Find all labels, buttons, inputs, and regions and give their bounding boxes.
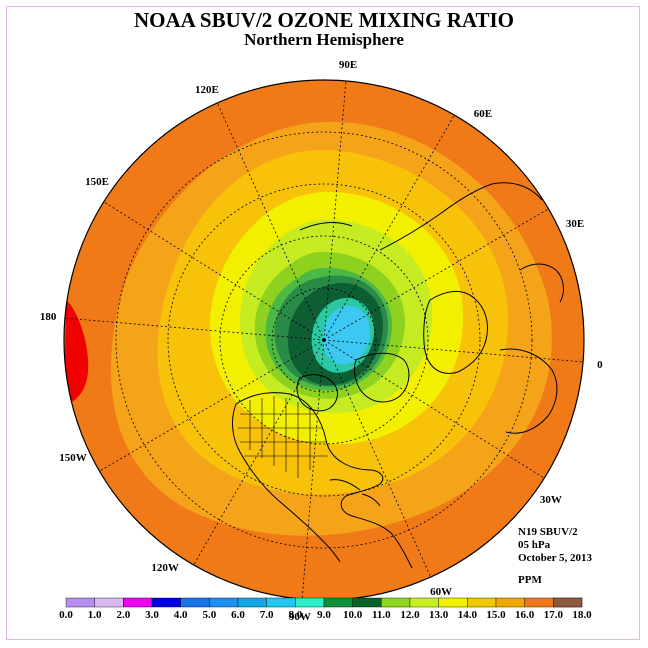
longitude-label: 150E <box>85 176 109 188</box>
colorbar-swatch <box>352 597 382 608</box>
pressure-level-label: 05 hPa <box>518 539 551 551</box>
map-subtitle: Northern Hemisphere <box>244 30 404 49</box>
colorbar-swatches <box>65 597 583 608</box>
africa-coast <box>499 348 558 434</box>
longitude-labels: 90E 60E 30E 0 30W 60W 90W 120W 150W 180 150E 120E <box>40 59 603 623</box>
colorbar-swatch <box>323 597 353 608</box>
longitude-label: 30E <box>566 218 584 230</box>
colorbar-swatch <box>151 597 181 608</box>
colorbar-tick-label: 4.0 <box>174 609 188 621</box>
longitude-label: 180 <box>40 311 57 323</box>
longitude-label: 90W <box>289 611 311 623</box>
colorbar-tick-label: 9.0 <box>317 609 331 621</box>
contour-red-patch <box>64 300 89 405</box>
longitude-label: 120E <box>195 84 219 96</box>
colorbar-tick-label: 14.0 <box>458 609 478 621</box>
longitude-label: 90E <box>339 59 357 71</box>
colorbar-tick-label: 2.0 <box>116 609 130 621</box>
colorbar-swatch <box>65 597 95 608</box>
hudson-bay-coast <box>296 374 338 412</box>
contour-cyan <box>322 306 370 365</box>
colorbar-tick-label: 12.0 <box>400 609 420 621</box>
colorbar-swatch <box>237 597 267 608</box>
colorbar-tick-label: 17.0 <box>544 609 564 621</box>
asia-coast <box>299 182 543 251</box>
longitude-label: 30W <box>540 494 562 506</box>
longitude-label: 150W <box>59 452 87 464</box>
north-america-coast <box>232 392 413 569</box>
date-label: October 5, 2013 <box>518 552 593 564</box>
colorbar-tick-label: 13.0 <box>429 609 449 621</box>
colorbar: 0.0 1.0 2.0 3.0 4.0 5.0 6.0 7.0 8.0 9.0 10.0 11.0 12… <box>59 597 592 621</box>
middle-east-coast <box>519 263 564 303</box>
us-state-borders <box>238 396 328 478</box>
colorbar-swatch <box>524 597 554 608</box>
longitude-label: 60E <box>474 108 492 120</box>
colorbar-swatch <box>381 597 411 608</box>
colorbar-tick-label: 0.0 <box>59 609 73 621</box>
colorbar-tick-label: 7.0 <box>260 609 274 621</box>
figure-frame <box>6 6 640 640</box>
colorbar-tick-label: 3.0 <box>145 609 159 621</box>
colorbar-tick-label: 10.0 <box>343 609 363 621</box>
greenland-coast <box>353 352 410 403</box>
europe-coast <box>423 291 488 374</box>
colorbar-swatch <box>295 597 325 608</box>
colorbar-tick-labels: 0.0 1.0 2.0 3.0 4.0 5.0 6.0 7.0 8.0 9.0 10.0 11.0 12… <box>59 609 592 621</box>
info-block: N19 SBUV/2 05 hPa October 5, 2013 <box>518 526 592 565</box>
colorbar-swatch <box>123 597 153 608</box>
colorbar-tick-label: 5.0 <box>202 609 216 621</box>
colorbar-swatch <box>94 597 124 608</box>
colorbar-swatch <box>495 597 525 608</box>
colorbar-tick-label: 16.0 <box>515 609 535 621</box>
colorbar-swatch <box>467 597 497 608</box>
colorbar-swatch <box>266 597 296 608</box>
longitude-label: 120W <box>151 562 179 574</box>
longitude-label: 0 <box>597 359 603 371</box>
colorbar-swatch <box>553 597 583 608</box>
longitude-label: 60W <box>430 586 452 598</box>
colorbar-tick-label: 18.0 <box>572 609 592 621</box>
colorbar-tick-label: 11.0 <box>372 609 391 621</box>
colorbar-swatch <box>180 597 210 608</box>
coastlines <box>232 182 564 569</box>
instrument-label: N19 SBUV/2 <box>518 526 578 538</box>
caribbean-coast <box>329 479 381 507</box>
graticule <box>64 80 584 600</box>
map-title: NOAA SBUV/2 OZONE MIXING RATIO <box>134 8 514 32</box>
colorbar-swatch <box>438 597 468 608</box>
colorbar-tick-label: 6.0 <box>231 609 245 621</box>
colorbar-tick-label: 8.0 <box>288 609 302 621</box>
units-label: PPM <box>518 574 542 586</box>
colorbar-swatch <box>409 597 439 608</box>
colorbar-tick-label: 15.0 <box>486 609 506 621</box>
colorbar-tick-label: 1.0 <box>88 609 102 621</box>
colorbar-swatch <box>209 597 239 608</box>
